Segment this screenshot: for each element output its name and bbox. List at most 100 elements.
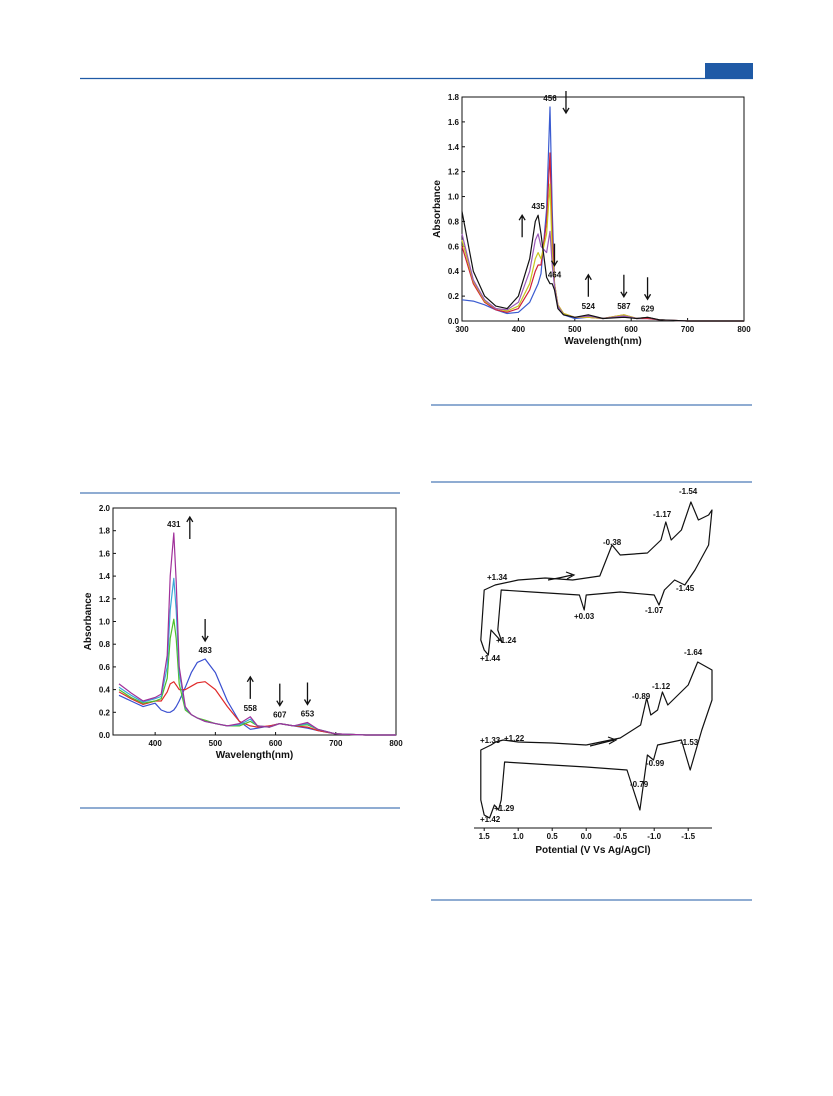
series-line bbox=[480, 661, 713, 819]
y-axis-title: Absorbance bbox=[432, 180, 443, 238]
peak-label: -1.64 bbox=[684, 648, 703, 657]
x-axis-title: Wavelength(nm) bbox=[564, 336, 641, 347]
peak-label: 607 bbox=[273, 711, 287, 720]
peak-label: +1.22 bbox=[504, 734, 525, 743]
peak-label: -0.38 bbox=[603, 538, 622, 547]
series-line bbox=[118, 658, 396, 736]
arrow bbox=[201, 618, 209, 643]
y-tick-label: 0.0 bbox=[99, 731, 111, 740]
peak-label: -1.17 bbox=[653, 510, 672, 519]
peak-label: +1.33 bbox=[480, 736, 501, 745]
y-tick-label: 2.0 bbox=[99, 504, 111, 513]
y-tick-label: 1.0 bbox=[99, 618, 111, 627]
x-tick-label: -1.0 bbox=[647, 832, 661, 841]
peak-label: 456 bbox=[543, 94, 557, 103]
series-line bbox=[461, 106, 744, 322]
y-tick-label: 1.2 bbox=[99, 595, 111, 604]
arrow bbox=[303, 682, 312, 706]
y-tick-label: 1.2 bbox=[448, 168, 460, 177]
x-tick-label: 500 bbox=[568, 325, 582, 334]
peak-label: -1.12 bbox=[652, 682, 671, 691]
y-tick-label: 1.0 bbox=[448, 193, 460, 202]
peak-label: 431 bbox=[167, 520, 181, 529]
x-tick-label: 400 bbox=[148, 739, 162, 748]
series-line bbox=[461, 211, 744, 322]
x-tick-label: 800 bbox=[737, 325, 751, 334]
series-line bbox=[461, 152, 744, 322]
peak-label: -0.99 bbox=[646, 759, 665, 768]
x-tick-label: 700 bbox=[681, 325, 695, 334]
arrow bbox=[643, 277, 652, 301]
peak-label: 587 bbox=[617, 302, 631, 311]
x-tick-label: 500 bbox=[209, 739, 223, 748]
peak-label: +1.34 bbox=[487, 573, 508, 582]
y-tick-label: 1.8 bbox=[448, 93, 460, 102]
x-tick-label: 0.0 bbox=[581, 832, 593, 841]
y-tick-label: 1.8 bbox=[99, 527, 111, 536]
peak-label: -0.89 bbox=[632, 692, 651, 701]
y-tick-label: 0.4 bbox=[448, 267, 460, 276]
plot-frame bbox=[461, 96, 745, 322]
y-tick-label: 0.4 bbox=[99, 686, 111, 695]
x-tick-label: 400 bbox=[512, 325, 526, 334]
arrow bbox=[246, 675, 254, 699]
series-line bbox=[118, 532, 396, 736]
peak-label: -0.79 bbox=[630, 780, 649, 789]
x-tick-label: 600 bbox=[269, 739, 283, 748]
y-tick-label: 0.8 bbox=[448, 217, 460, 226]
x-axis-title: Potential (V Vs Ag/AgCl) bbox=[535, 845, 650, 856]
peak-label: +1.29 bbox=[494, 804, 515, 813]
arrow bbox=[276, 683, 284, 707]
x-tick-label: 600 bbox=[625, 325, 639, 334]
peak-label: +1.44 bbox=[480, 654, 501, 663]
x-tick-label: 300 bbox=[455, 325, 469, 334]
peak-label: -1.53 bbox=[680, 738, 699, 747]
arrow bbox=[186, 515, 194, 539]
x-tick-label: 1.5 bbox=[479, 832, 491, 841]
y-tick-label: 0.2 bbox=[448, 292, 460, 301]
arrow bbox=[620, 274, 628, 299]
series-line bbox=[480, 501, 713, 656]
series-line bbox=[461, 183, 744, 322]
peak-label: -1.07 bbox=[645, 606, 664, 615]
arrow bbox=[550, 243, 559, 267]
peak-label: 435 bbox=[531, 202, 545, 211]
peak-label: +0.03 bbox=[574, 612, 595, 621]
y-tick-label: 0.6 bbox=[99, 663, 111, 672]
y-tick-label: 1.6 bbox=[99, 549, 111, 558]
peak-label: -1.45 bbox=[676, 584, 695, 593]
peak-label: 464 bbox=[548, 271, 562, 280]
y-tick-label: 0.2 bbox=[99, 708, 111, 717]
peak-label: +1.42 bbox=[480, 815, 501, 824]
peak-label: +1.24 bbox=[496, 636, 517, 645]
y-tick-label: 0.8 bbox=[99, 640, 111, 649]
arrow bbox=[584, 273, 592, 297]
y-tick-label: 1.6 bbox=[448, 118, 460, 127]
peak-label: 524 bbox=[582, 302, 596, 311]
series-line bbox=[118, 681, 396, 736]
series-line bbox=[118, 618, 396, 736]
peak-label: 653 bbox=[301, 710, 315, 719]
arrow bbox=[518, 213, 526, 238]
y-tick-label: 0.0 bbox=[448, 317, 460, 326]
scan-arrow bbox=[589, 736, 618, 747]
x-tick-label: 700 bbox=[329, 739, 343, 748]
x-tick-label: 0.5 bbox=[547, 832, 559, 841]
series-line bbox=[118, 577, 396, 736]
peak-label: 629 bbox=[641, 304, 655, 313]
y-tick-label: 1.4 bbox=[99, 572, 111, 581]
x-tick-label: -0.5 bbox=[613, 832, 627, 841]
x-tick-label: 1.0 bbox=[513, 832, 525, 841]
scan-arrow bbox=[547, 571, 576, 581]
y-axis-title: Absorbance bbox=[83, 592, 94, 650]
peak-label: 558 bbox=[244, 704, 258, 713]
x-axis-title: Wavelength(nm) bbox=[216, 750, 293, 761]
y-tick-label: 0.6 bbox=[448, 242, 460, 251]
x-tick-label: 800 bbox=[389, 739, 403, 748]
peak-label: -1.54 bbox=[679, 487, 698, 496]
x-tick-label: -1.5 bbox=[681, 832, 695, 841]
y-tick-label: 1.4 bbox=[448, 143, 460, 152]
header-tab bbox=[705, 63, 753, 78]
